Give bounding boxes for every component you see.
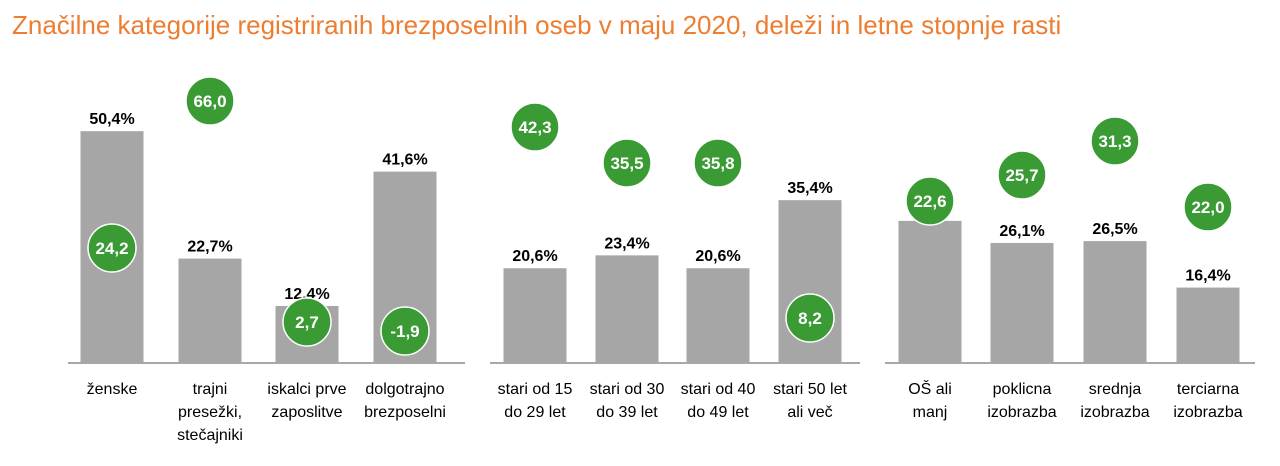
rate-bubble-3-3 — [1090, 116, 1140, 166]
category-label-3-3: srednja izobrazba — [1080, 381, 1149, 421]
rate-bubble-2-2 — [602, 138, 652, 188]
rate-label-2-4: 8,2 — [798, 309, 822, 328]
category-label-2-4: stari 50 let ali več — [773, 381, 847, 421]
bar-2-3 — [686, 268, 750, 363]
category-label-2-2: stari od 30 do 39 let — [590, 381, 665, 421]
rate-label-2-2: 35,5 — [610, 154, 643, 173]
share-label-2-1: 20,6% — [512, 248, 557, 265]
category-label-3-4: terciarna izobrazba — [1173, 381, 1242, 421]
share-label-3-4: 16,4% — [1185, 268, 1230, 285]
bar-2-1 — [503, 268, 567, 363]
rate-bubble-1-2 — [185, 76, 235, 126]
rate-label-2-1: 42,3 — [518, 118, 551, 137]
category-label-2-1: stari od 15 do 29 let — [498, 381, 573, 421]
rate-label-1-4: -1,9 — [390, 322, 419, 341]
category-label-1-4: dolgotrajno brezposelni — [364, 381, 446, 421]
rate-label-1-3: 2,7 — [295, 313, 319, 332]
share-label-1-1: 50,4% — [89, 111, 134, 128]
bar-3-4 — [1176, 287, 1240, 363]
rate-bubble-1-1 — [87, 223, 137, 273]
bar-3-3 — [1083, 241, 1147, 363]
rate-bubble-3-1 — [905, 176, 955, 226]
share-label-1-2: 22,7% — [187, 239, 232, 256]
category-label-2-3: stari od 40 do 49 let — [681, 381, 756, 421]
share-label-2-3: 20,6% — [695, 248, 740, 265]
category-label-1-1: ženske — [87, 381, 138, 398]
rate-bubble-3-4 — [1183, 182, 1233, 232]
share-label-1-3: 12,4% — [284, 286, 329, 303]
rate-bubble-2-4 — [785, 293, 835, 343]
rate-bubble-2-3 — [693, 138, 743, 188]
share-label-3-2: 26,1% — [999, 223, 1044, 240]
category-label-3-1: OŠ ali manj — [908, 379, 952, 421]
rate-bubble-3-2 — [997, 150, 1047, 200]
rate-label-3-1: 22,6 — [913, 192, 946, 211]
share-label-2-2: 23,4% — [604, 235, 649, 252]
bar-3-2 — [990, 242, 1054, 363]
rate-label-2-3: 35,8 — [701, 154, 734, 173]
category-label-1-3: iskalci prve zaposlitve — [267, 381, 346, 421]
rate-label-3-3: 31,3 — [1098, 132, 1131, 151]
rate-label-1-1: 24,2 — [95, 239, 128, 258]
bar-2-2 — [595, 255, 659, 363]
chart-title: Značilne kategorije registriranih brezpo… — [12, 10, 1062, 40]
rate-bubble-2-1 — [510, 102, 560, 152]
category-label-3-2: poklicna izobrazba — [987, 381, 1056, 421]
share-label-3-3: 26,5% — [1092, 221, 1137, 238]
rate-bubble-1-4 — [380, 306, 430, 356]
rate-bubble-1-3 — [282, 297, 332, 347]
rate-label-3-2: 25,7 — [1005, 166, 1038, 185]
bar-1-2 — [178, 258, 242, 363]
share-label-1-4: 41,6% — [382, 152, 427, 169]
share-label-2-4: 35,4% — [787, 180, 832, 197]
rate-label-3-4: 22,0 — [1191, 198, 1224, 217]
bar-3-1 — [898, 220, 962, 363]
category-label-1-2: trajni presežki, stečajniki — [177, 381, 243, 444]
rate-label-1-2: 66,0 — [193, 92, 226, 111]
